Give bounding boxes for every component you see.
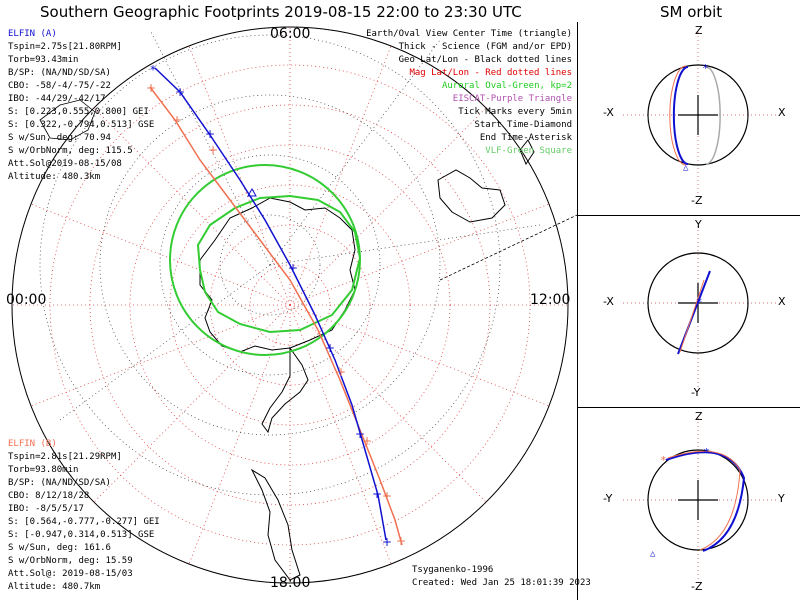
- africa-coast: [39, 99, 96, 141]
- sm2-right: X: [778, 295, 786, 308]
- elfin-b-line: IBO: -8/5/5/17: [8, 504, 84, 514]
- clock-label-left: 00:00: [6, 292, 47, 308]
- sm2-bottom: -Y: [691, 386, 701, 399]
- svg-text:*: *: [696, 296, 703, 309]
- sm3-top: Z: [695, 410, 703, 423]
- svg-text:*: *: [702, 62, 709, 75]
- legend-entry: Tick Marks every 5min: [458, 107, 572, 117]
- map-title: Southern Geographic Footprints 2019-08-1…: [40, 3, 522, 21]
- clock-label-bottom: 18:00: [270, 575, 311, 591]
- sm-xy-plot: *: [623, 226, 778, 391]
- elfin-b-line: Att.Sol@: 2019-08-15/03: [8, 569, 133, 579]
- legend-entry: VLF-Green Square: [485, 146, 572, 156]
- elfin-a-line: S w/OrbNorm, deg: 115.5: [8, 146, 133, 156]
- svg-text:△: △: [683, 163, 689, 173]
- svg-text:*: *: [703, 446, 710, 459]
- svg-text:+: +: [288, 261, 298, 275]
- elfin-a-line: Tspin=2.75s[21.80RPM]: [8, 42, 122, 52]
- elfin-a-line: S: [0.223,0.555,0.800] GEI: [8, 107, 149, 117]
- peninsula-coast: [261, 346, 309, 434]
- svg-text:+: +: [396, 534, 406, 548]
- elfin-a-line: Altitude: 480.3km: [8, 172, 101, 182]
- svg-text:+: +: [205, 127, 215, 141]
- sm-panel-xy: * Y -Y -X X: [577, 216, 800, 408]
- sm1-left: -X: [603, 106, 614, 119]
- svg-text:△: △: [650, 549, 656, 559]
- svg-text:*: *: [150, 63, 156, 77]
- elfin-a-info: ELFIN (A) Tspin=2.75s[21.80RPM] Torb=93.…: [8, 28, 154, 184]
- elfin-a-line: Torb=93.43min: [8, 55, 79, 65]
- map-limb: [11, 26, 569, 584]
- svg-text:+: +: [382, 535, 392, 549]
- svg-text:+: +: [372, 487, 382, 501]
- elfin-b-line: Altitude: 480.7km: [8, 582, 101, 592]
- svg-text:+: +: [175, 85, 185, 99]
- elfin-a-line: S: [0.322,-0.794,0.513] GSE: [8, 120, 155, 130]
- legend-entry: EISCAT-Purple Triangle: [452, 94, 572, 104]
- elfin-a-line: IBO: -44/29/-42/17: [8, 94, 106, 104]
- legend-entry: Mag Lat/Lon - Red dotted lines: [409, 68, 572, 78]
- legend-entry: Geo Lat/Lon - Black dotted lines: [398, 55, 572, 65]
- svg-text:+: +: [382, 489, 392, 503]
- elfin-a-track: [154, 67, 387, 541]
- svg-text:*: *: [660, 454, 667, 467]
- geo-grid: [39, 29, 541, 496]
- elfin-b-name: ELFIN (B): [8, 439, 57, 449]
- map-legend: Earth/Oval View Center Time (triangle) T…: [366, 28, 572, 158]
- sm3-bottom: -Z: [691, 580, 703, 593]
- svg-text:+: +: [146, 81, 156, 95]
- sm-orbit-title: SM orbit: [660, 3, 723, 21]
- sm-xz-plot: * △: [623, 32, 778, 197]
- svg-text:+: +: [172, 113, 182, 127]
- footer-author: Tsyganenko-1996: [412, 565, 494, 575]
- elfin-b-line: S: [0.564,-0.777,-0.277] GEI: [8, 517, 160, 527]
- south-america-coast: [250, 468, 301, 581]
- legend-entry: Thick - Science (FGM and/or EPD): [398, 42, 572, 52]
- svg-text:+: +: [355, 427, 365, 441]
- elfin-b-line: S w/Sun, deg: 161.6: [8, 543, 111, 553]
- sm1-right: X: [778, 106, 786, 119]
- sm-panel-xz: * △ Z -Z -X X: [577, 22, 800, 216]
- polar-map: *++ +++ ++ +++ +++ +: [11, 26, 577, 584]
- elfin-a-line: B/SP: (NA/ND/SD/SA): [8, 68, 111, 78]
- svg-text:+: +: [208, 143, 218, 157]
- svg-text:+: +: [336, 365, 346, 379]
- elfin-b-line: Tspin=2.81s[21.29RPM]: [8, 452, 122, 462]
- antarctica-coast: [199, 197, 356, 353]
- elfin-b-info: ELFIN (B) Tspin=2.81s[21.29RPM] Torb=93.…: [8, 438, 160, 594]
- elfin-a-ticks: *++ +++ ++: [150, 63, 392, 549]
- sm3-left: -Y: [603, 492, 613, 505]
- clock-label-top: 06:00: [270, 26, 311, 42]
- elfin-b-line: CBO: 8/12/18/28: [8, 491, 90, 501]
- sm2-left: -X: [603, 295, 614, 308]
- legend-entry: Start Time-Diamond: [474, 120, 572, 130]
- svg-text:+: +: [325, 341, 335, 355]
- elfin-b-line: B/SP: (NA/ND/SD/SA): [8, 478, 111, 488]
- view-center-triangle: [247, 187, 257, 197]
- elfin-a-line: Att.Sol@2019-08-15/08: [8, 159, 122, 169]
- legend-entry: Earth/Oval View Center Time (triangle): [366, 29, 572, 39]
- clock-label-right: 12:00: [530, 292, 571, 308]
- legend-entry: End Time-Asterisk: [479, 133, 572, 143]
- elfin-a-name: ELFIN (A): [8, 29, 57, 39]
- sm2-top: Y: [695, 218, 702, 231]
- footer-created: Created: Wed Jan 25 18:01:39 2023: [412, 578, 591, 588]
- australia-nz-coast: [437, 139, 535, 223]
- elfin-b-track: [149, 86, 403, 546]
- sm-panel-yz: * * △ Z -Z -Y Y: [577, 408, 800, 600]
- auroral-oval: [169, 164, 362, 356]
- sm-yz-plot: * * △: [623, 418, 778, 588]
- sm1-top: Z: [695, 24, 703, 37]
- elfin-b-line: Torb=93.80min: [8, 465, 79, 475]
- elfin-b-line: S: [-0.947,0.314,0.513] GSE: [8, 530, 155, 540]
- elfin-a-line: CBO: -58/-4/-75/-22: [8, 81, 111, 91]
- elfin-b-ticks: +++ +++ +: [146, 81, 406, 548]
- svg-text:+: +: [362, 434, 372, 448]
- elfin-b-line: S w/OrbNorm, deg: 15.59: [8, 556, 133, 566]
- sm1-bottom: -Z: [691, 194, 703, 207]
- sm3-right: Y: [778, 492, 785, 505]
- elfin-a-line: S w/Sun, deg: 70.94: [8, 133, 111, 143]
- legend-entry: Auroral Oval-Green, kp=2: [441, 81, 572, 91]
